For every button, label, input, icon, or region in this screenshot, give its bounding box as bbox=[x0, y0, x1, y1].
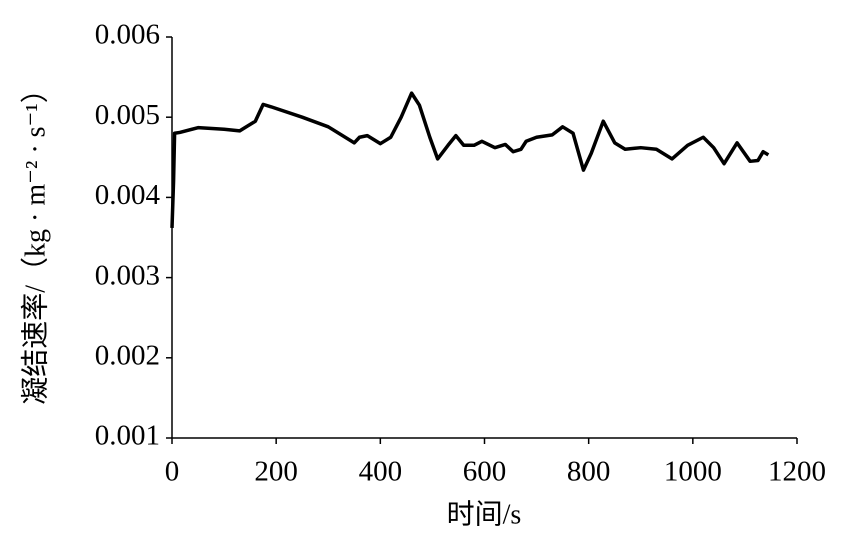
x-tick-label: 0 bbox=[165, 456, 180, 488]
data-line bbox=[170, 91, 770, 228]
x-axis-title: 时间/s bbox=[447, 498, 522, 530]
x-tick-label: 1200 bbox=[768, 456, 826, 488]
y-tick-label: 0.006 bbox=[95, 19, 160, 51]
x-tick-label: 200 bbox=[254, 456, 298, 488]
y-tick-label: 0.004 bbox=[95, 179, 161, 211]
y-tick-label: 0.002 bbox=[95, 339, 160, 371]
x-tick-label: 1000 bbox=[664, 456, 722, 488]
y-tick-label: 0.005 bbox=[95, 99, 160, 131]
x-tick-label: 800 bbox=[567, 456, 611, 488]
x-tick-label: 400 bbox=[359, 456, 403, 488]
x-tick-label: 600 bbox=[463, 456, 507, 488]
y-axis-title: 凝结速率/（kg · m⁻² · s⁻¹） bbox=[19, 75, 51, 404]
y-tick-label: 0.001 bbox=[95, 420, 160, 452]
y-tick-label: 0.003 bbox=[95, 259, 160, 291]
